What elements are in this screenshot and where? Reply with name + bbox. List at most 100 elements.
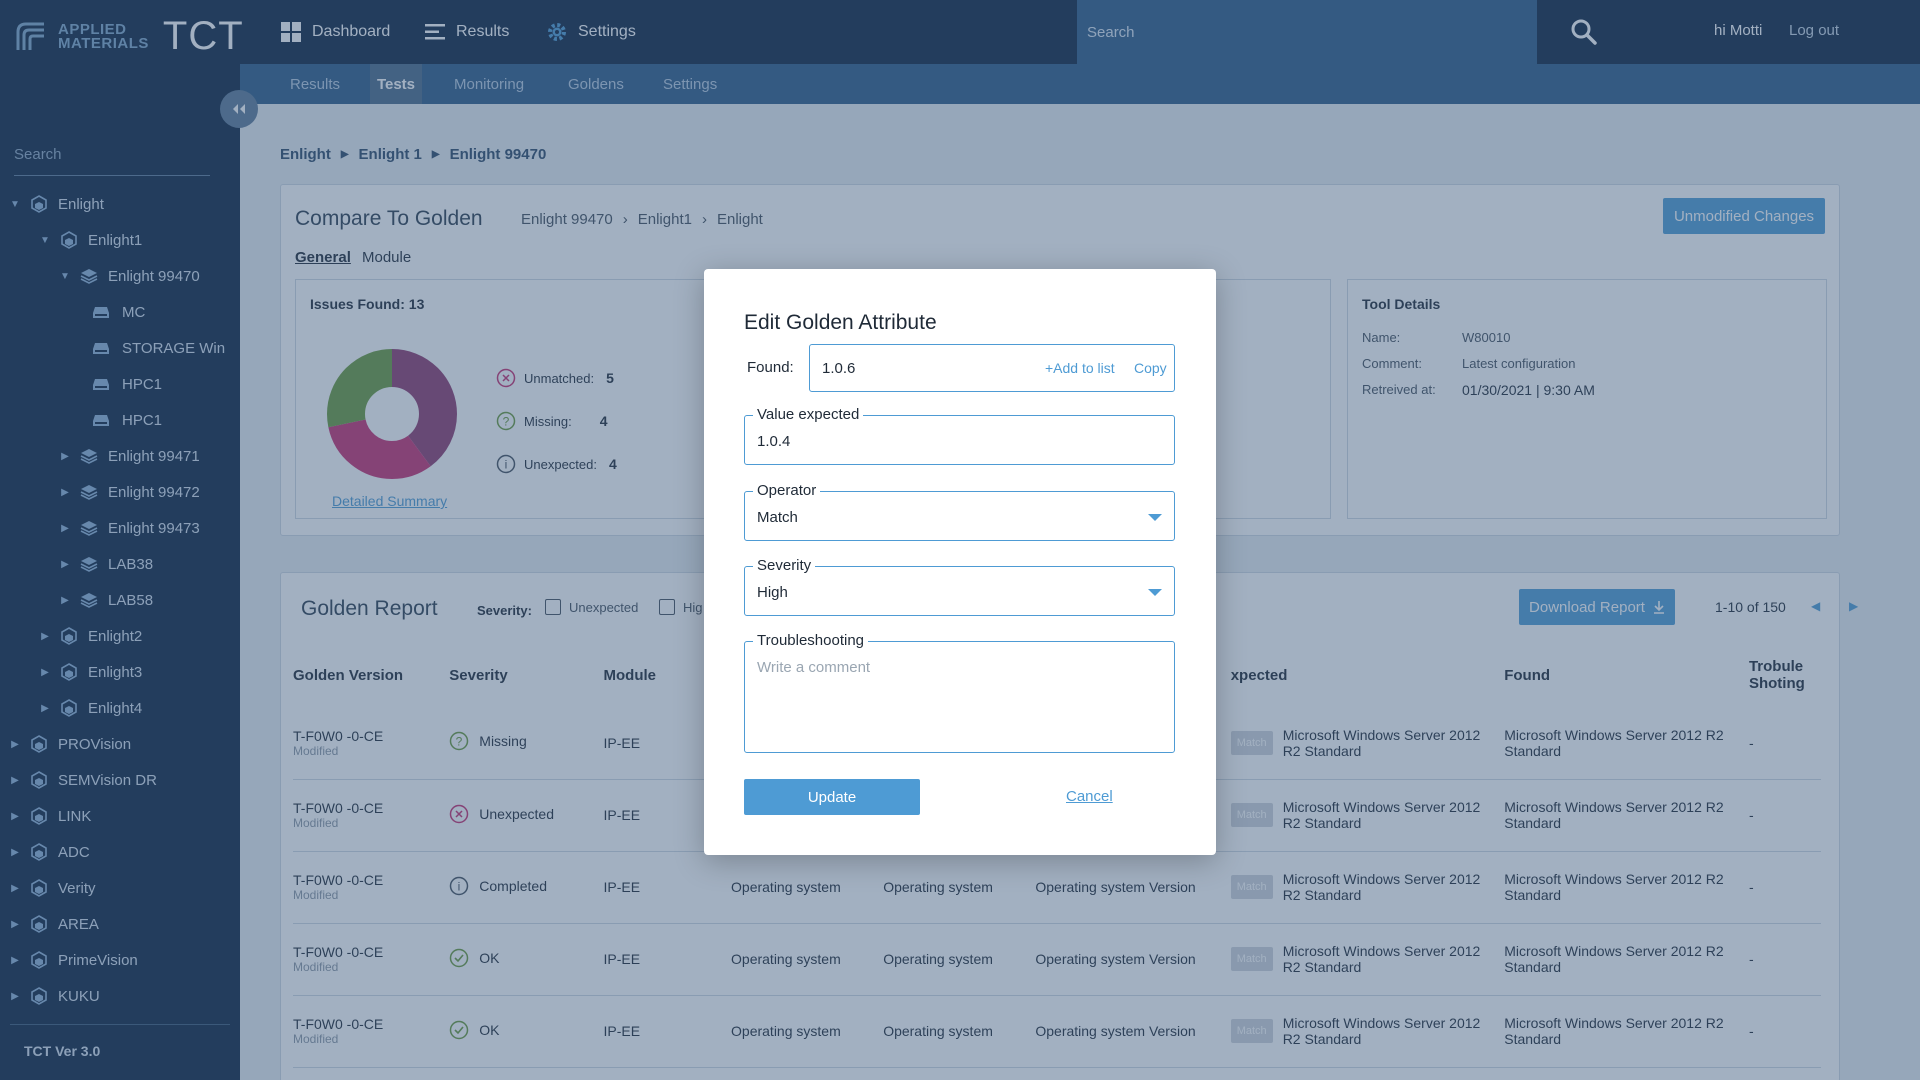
subtab-goldens[interactable]: Goldens	[568, 75, 624, 93]
sidebar-tree-item[interactable]: ▶ LAB38	[60, 546, 153, 582]
cube-icon	[61, 231, 77, 249]
operator-select[interactable]: Operator Match	[744, 482, 1175, 541]
value-expected-field[interactable]: Value expected 1.0.4	[744, 406, 1175, 465]
breadcrumb-item[interactable]: Enlight 1	[358, 146, 422, 163]
sidebar-tree-item[interactable]: ▶ Enlight3	[40, 654, 142, 690]
table-row[interactable]: T-F0W0 -0-CE Modified OK IP-EE Operating sys…	[293, 995, 1821, 1067]
tab-module[interactable]: Module	[362, 249, 412, 266]
nav-results[interactable]: Results	[424, 0, 509, 64]
subtab-monitoring[interactable]: Monitoring	[454, 75, 525, 93]
breadcrumb-item[interactable]: Enlight 99470	[449, 146, 547, 163]
caret-right-icon[interactable]: ▶	[11, 918, 19, 930]
sidebar-tree-label: MC	[122, 303, 146, 321]
severity-select[interactable]: Severity High	[744, 557, 1175, 616]
cancel-button[interactable]: Cancel	[1066, 788, 1113, 805]
chevron-down-icon	[1148, 589, 1162, 596]
sidebar-search-input[interactable]: Search	[14, 142, 210, 176]
caret-down-icon[interactable]: ▼	[40, 234, 50, 246]
gear-icon	[548, 23, 566, 41]
subtab-tests[interactable]: Tests	[370, 64, 422, 104]
subtab-settings[interactable]: Settings	[663, 75, 718, 93]
caret-right-icon[interactable]: ▶	[11, 882, 19, 894]
value-expected-input[interactable]: 1.0.4	[757, 433, 791, 450]
sidebar-tree-label: Verity	[58, 879, 96, 897]
filter-high[interactable]: Hig	[659, 599, 703, 615]
sidebar-tree-label: PrimeVision	[58, 951, 138, 969]
found-field[interactable]: 1.0.6 +Add to list Copy	[809, 344, 1175, 392]
caret-down-icon[interactable]: ▼	[60, 270, 70, 282]
sidebar-tree-item[interactable]: ▼ Enlight 99470	[60, 258, 200, 294]
svg-text:i: i	[458, 879, 461, 893]
global-search-input[interactable]: Search	[1077, 0, 1537, 64]
cell-module: IP-EE	[603, 951, 641, 967]
table-row[interactable]: T-F0W0 -0-CE Modified Unexpected IP-EE Match…	[293, 779, 1821, 851]
copy-link[interactable]: Copy	[1134, 360, 1167, 376]
nav-settings[interactable]: Settings	[546, 0, 636, 64]
sidebar-tree-item[interactable]: ▶ LINK	[10, 798, 91, 834]
tab-general[interactable]: General	[295, 249, 351, 266]
caret-right-icon[interactable]: ▶	[41, 630, 49, 642]
caret-right-icon[interactable]: ▶	[11, 954, 19, 966]
add-to-list-link[interactable]: +Add to list	[1045, 360, 1115, 376]
sidebar-tree-item[interactable]: ▶ Enlight 99471	[60, 438, 200, 474]
nav-dashboard[interactable]: Dashboard	[280, 0, 390, 64]
sidebar-tree-item[interactable]: MC	[70, 294, 145, 330]
found-value: 1.0.6	[822, 360, 856, 377]
layers-icon	[80, 557, 98, 572]
sidebar-tree-item[interactable]: ▶ PrimeVision	[10, 942, 138, 978]
troubleshooting-textarea[interactable]: Troubleshooting Write a comment	[744, 632, 1175, 753]
next-page-icon[interactable]: ▶	[1849, 599, 1859, 613]
found-text: Microsoft Windows Server 2012 R2 Standar…	[1504, 871, 1724, 903]
subtab-results[interactable]: Results	[290, 75, 341, 93]
cell-expected: Match Microsoft Windows Server 2012 R2 St…	[1230, 851, 1505, 923]
sidebar-tree-item[interactable]: ▶ Verity	[10, 870, 96, 906]
caret-right-icon[interactable]: ▶	[61, 486, 69, 498]
checkbox[interactable]	[659, 599, 675, 615]
search-icon[interactable]	[1570, 18, 1598, 46]
caret-down-icon[interactable]: ▼	[10, 198, 20, 210]
filter-unexpected[interactable]: Unexpected	[545, 599, 638, 615]
cell-severity: ? Missing	[449, 707, 603, 779]
caret-right-icon[interactable]: ▶	[11, 810, 19, 822]
sidebar-tree-item[interactable]: ▶ PROVision	[10, 726, 131, 762]
match-badge: Match	[1230, 803, 1273, 827]
caret-right-icon[interactable]: ▶	[61, 558, 69, 570]
sidebar-tree-item[interactable]: HPC1	[70, 366, 162, 402]
logout-link[interactable]: Log out	[1789, 22, 1840, 39]
sidebar-tree-item[interactable]: ▶ LAB58	[60, 582, 153, 618]
breadcrumb-item[interactable]: Enlight	[280, 146, 331, 163]
issues-count: 13	[408, 296, 425, 312]
sidebar-tree-item[interactable]: ▶ SEMVision DR	[10, 762, 157, 798]
update-button[interactable]: Update	[744, 779, 920, 815]
download-report-button[interactable]: Download Report	[1519, 589, 1675, 625]
sidebar-tree-item[interactable]: ▶ Enlight2	[40, 618, 142, 654]
caret-right-icon[interactable]: ▶	[61, 522, 69, 534]
caret-right-icon[interactable]: ▶	[61, 594, 69, 606]
sidebar-tree-item[interactable]: ▼ Enlight	[10, 186, 104, 222]
sidebar-tree-item[interactable]: ▶ Enlight 99473	[60, 510, 200, 546]
caret-right-icon[interactable]: ▶	[41, 702, 49, 714]
prev-page-icon[interactable]: ◀	[1811, 599, 1821, 613]
caret-right-icon[interactable]: ▶	[11, 774, 19, 786]
logo[interactable]: APPLIED MATERIALS TCT	[14, 14, 244, 59]
unmodified-changes-button[interactable]: Unmodified Changes	[1663, 198, 1825, 234]
table-row[interactable]: T-F0W0 -0-CE Modified i Completed IP-EE Opera…	[293, 851, 1821, 923]
sidebar-collapse-button[interactable]	[220, 90, 258, 128]
sidebar-tree-item[interactable]: ▶ KUKU	[10, 978, 100, 1014]
sidebar-tree-item[interactable]: ▶ Enlight4	[40, 690, 142, 726]
sidebar-tree-item[interactable]: ▶ Enlight 99472	[60, 474, 200, 510]
sidebar-tree-item[interactable]: ▶ ADC	[10, 834, 90, 870]
sidebar-tree-item[interactable]: HPC1	[70, 402, 162, 438]
detailed-summary-link[interactable]: Detailed Summary	[332, 493, 448, 509]
caret-right-icon[interactable]: ▶	[61, 450, 69, 462]
caret-right-icon[interactable]: ▶	[11, 738, 19, 750]
caret-right-icon[interactable]: ▶	[11, 846, 19, 858]
sidebar-tree-item[interactable]: ▼ Enlight1	[40, 222, 142, 258]
issues-found: Issues Found: 13	[310, 296, 424, 312]
caret-right-icon[interactable]: ▶	[11, 990, 19, 1002]
caret-right-icon[interactable]: ▶	[41, 666, 49, 678]
sidebar-tree-item[interactable]: STORAGE Win	[70, 330, 225, 366]
table-row[interactable]: T-F0W0 -0-CE Modified OK IP-EE Operating sys…	[293, 923, 1821, 995]
sidebar-tree-item[interactable]: ▶ AREA	[10, 906, 99, 942]
checkbox[interactable]	[545, 599, 561, 615]
